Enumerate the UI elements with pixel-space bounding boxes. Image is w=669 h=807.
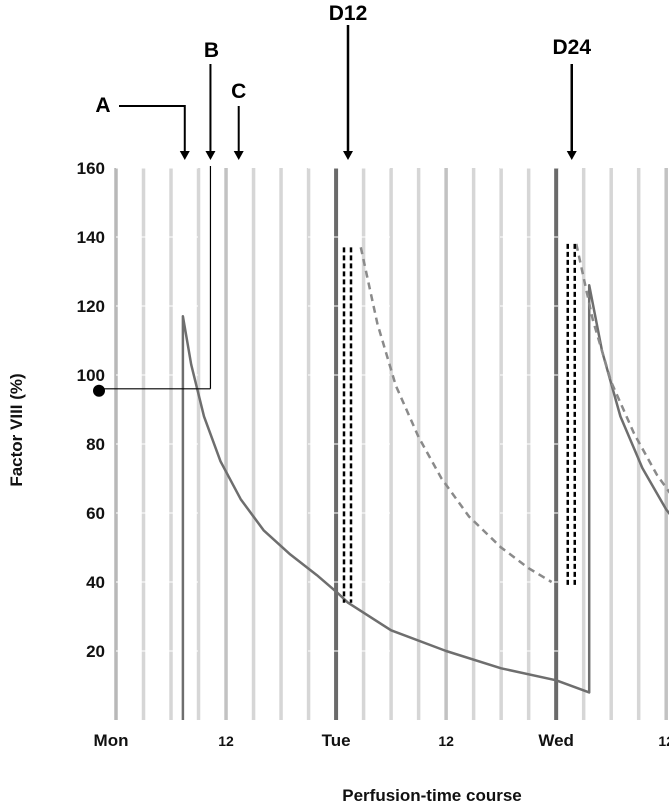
curves	[181, 243, 669, 720]
x-tick-label: 12	[438, 733, 454, 749]
annotation-arrowhead-a	[179, 151, 190, 160]
annotation-arrowhead-b	[205, 151, 216, 160]
y-tick-label: 120	[77, 297, 105, 316]
x-tick-label: Mon	[94, 731, 129, 750]
y-tick-label: 160	[77, 159, 105, 178]
x-tick-label: Tue	[322, 731, 351, 750]
axes: Factor VIII (%) Perfusion-time course 20…	[7, 159, 669, 805]
reference-dot	[93, 384, 105, 397]
x-tick-label: 12	[658, 733, 669, 749]
dashed-curve	[575, 243, 669, 494]
annotations: ABCD12D24D24	[93, 2, 591, 397]
annotation-arrowhead-d	[566, 151, 577, 160]
annotation-label-b: B	[204, 39, 219, 62]
y-tick-label: 60	[86, 504, 105, 523]
y-axis-label: Factor VIII (%)	[7, 373, 26, 486]
x-tick-label: Wed	[538, 731, 574, 750]
x-axis-label: Perfusion-time course	[342, 786, 522, 805]
annotation-arrowhead-c	[233, 151, 244, 160]
annotation-label-d: D12	[329, 2, 368, 25]
x-tick-label: 12	[218, 733, 234, 749]
annotation-label-d: D24	[552, 36, 591, 59]
annotation-label-a: A	[95, 94, 110, 117]
annotation-arrow-a	[119, 105, 186, 151]
annotation-arrowhead-d	[343, 151, 354, 160]
y-tick-label: 140	[77, 228, 105, 247]
factor-viii-curve	[181, 284, 669, 720]
annotation-label-c: C	[231, 80, 246, 103]
dashed-curve	[359, 247, 553, 584]
grid	[114, 167, 669, 720]
y-tick-label: 100	[77, 366, 105, 385]
y-tick-label: 20	[86, 642, 105, 661]
y-tick-label: 40	[86, 573, 105, 592]
y-tick-label: 80	[86, 435, 105, 454]
